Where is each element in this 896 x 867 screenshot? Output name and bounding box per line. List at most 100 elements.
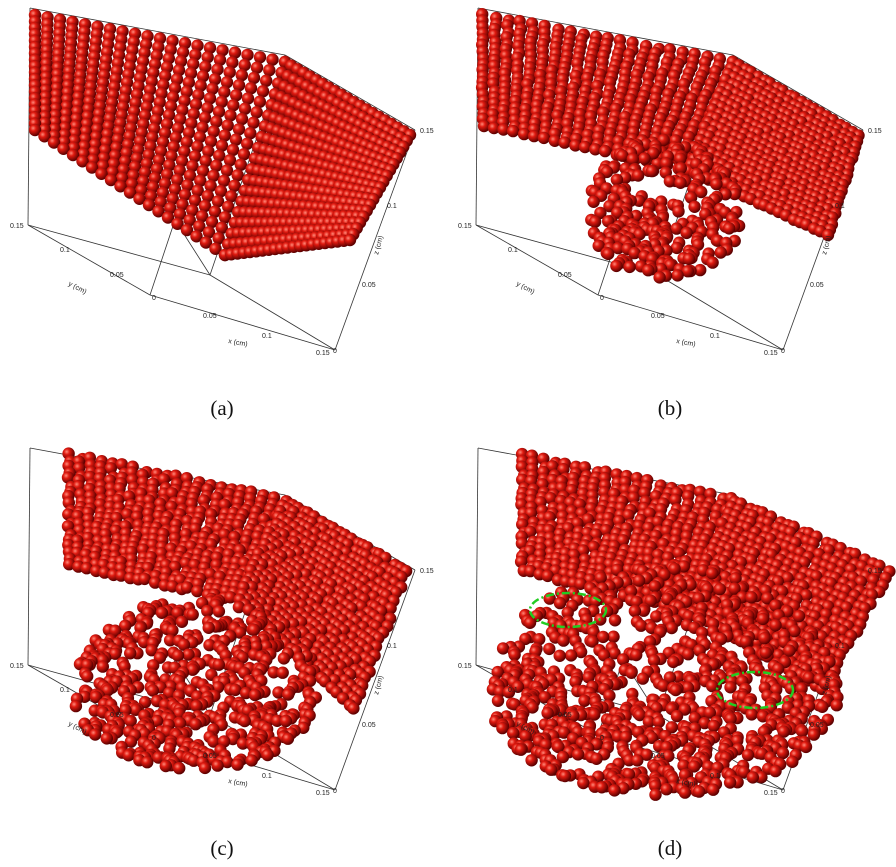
x-tick-label: 0.15 xyxy=(764,790,778,797)
particle xyxy=(682,648,694,660)
particle xyxy=(608,784,620,796)
x-tick-label: 0.05 xyxy=(203,753,217,760)
particle xyxy=(783,644,795,656)
y-tick-label: 0 xyxy=(600,735,604,742)
particle xyxy=(710,178,722,190)
z-tick-label: 0.05 xyxy=(810,722,824,729)
particle xyxy=(587,196,599,208)
box-edge xyxy=(150,220,175,295)
particle xyxy=(572,748,584,760)
particle xyxy=(632,169,644,181)
particle xyxy=(746,708,758,720)
particle xyxy=(538,132,550,144)
particle xyxy=(565,649,577,661)
y-tick-label: 0.1 xyxy=(508,687,518,694)
particle xyxy=(660,783,672,795)
particle xyxy=(231,758,243,770)
y-tick-label: 0.1 xyxy=(60,247,70,254)
x-tick-label: 0.05 xyxy=(651,313,665,320)
y-tick-label: 0 xyxy=(600,295,604,302)
particle xyxy=(577,777,589,789)
caption: (b) xyxy=(658,396,683,420)
particle xyxy=(507,125,519,137)
particle xyxy=(347,702,359,714)
particle xyxy=(742,749,754,761)
particle xyxy=(800,741,812,753)
z-tick-label: 0.15 xyxy=(868,568,882,575)
particle xyxy=(141,756,153,768)
caption: (d) xyxy=(658,836,683,860)
z-tick-label: 0.1 xyxy=(835,203,845,210)
particle xyxy=(557,634,569,646)
particle xyxy=(496,722,508,734)
particle xyxy=(261,749,273,761)
particle xyxy=(211,759,223,771)
particles xyxy=(476,8,865,284)
y-tick-label: 0 xyxy=(152,735,156,742)
particle xyxy=(777,747,789,759)
particle xyxy=(638,152,650,164)
y-tick-label: 0.15 xyxy=(458,223,472,230)
box-edge xyxy=(28,225,150,295)
particle xyxy=(723,222,735,234)
particle xyxy=(745,591,757,603)
particle xyxy=(683,253,695,265)
z-tick-label: 0 xyxy=(781,788,785,795)
particle xyxy=(191,585,203,597)
particle xyxy=(122,749,134,761)
particle xyxy=(254,96,266,108)
caption: (c) xyxy=(210,836,233,860)
y-tick-label: 0.05 xyxy=(110,272,124,279)
particle xyxy=(235,159,247,171)
particle xyxy=(831,699,843,711)
particle xyxy=(642,264,654,276)
x-axis-label: x (cm) xyxy=(676,338,696,348)
particle xyxy=(545,764,557,776)
particle xyxy=(249,689,261,701)
particle xyxy=(707,784,719,796)
particle xyxy=(633,574,645,586)
panel: 0.150.10.0500.050.10.1500.050.10.15y (cm… xyxy=(458,8,882,420)
particle xyxy=(543,643,555,655)
particle xyxy=(769,765,781,777)
particle xyxy=(715,246,727,258)
particle xyxy=(740,636,752,648)
particle xyxy=(508,649,520,661)
particle xyxy=(629,605,641,617)
box-edge xyxy=(476,448,478,665)
y-tick-label: 0.05 xyxy=(110,712,124,719)
particle xyxy=(803,671,815,683)
z-tick-label: 0.15 xyxy=(420,128,434,135)
x-tick-label: 0.05 xyxy=(651,753,665,760)
particle xyxy=(649,789,661,801)
particle xyxy=(173,762,185,774)
z-tick-label: 0.1 xyxy=(387,203,397,210)
y-tick-label: 0 xyxy=(152,295,156,302)
particle xyxy=(667,656,679,668)
z-tick-label: 0 xyxy=(333,348,337,355)
z-tick-label: 0.15 xyxy=(420,568,434,575)
panel: 0.150.10.0500.050.10.1500.050.10.15y (cm… xyxy=(458,448,896,860)
particle xyxy=(257,85,269,97)
particle xyxy=(578,695,590,707)
particle xyxy=(679,786,691,798)
particle xyxy=(590,753,602,765)
particle xyxy=(630,649,642,661)
particle xyxy=(241,138,253,150)
x-tick-label: 0.05 xyxy=(203,313,217,320)
particles xyxy=(62,447,413,774)
z-tick-label: 0.1 xyxy=(387,643,397,650)
particle xyxy=(769,619,781,631)
particle xyxy=(251,106,263,118)
particle xyxy=(597,631,609,643)
particle xyxy=(747,771,759,783)
particle xyxy=(706,567,718,579)
particle xyxy=(554,650,566,662)
particle xyxy=(760,647,772,659)
particle xyxy=(816,701,828,713)
caption: (a) xyxy=(210,396,233,420)
x-tick-label: 0.1 xyxy=(710,333,720,340)
x-axis-label: x (cm) xyxy=(228,338,248,348)
particle xyxy=(247,117,259,129)
particle xyxy=(609,614,621,626)
